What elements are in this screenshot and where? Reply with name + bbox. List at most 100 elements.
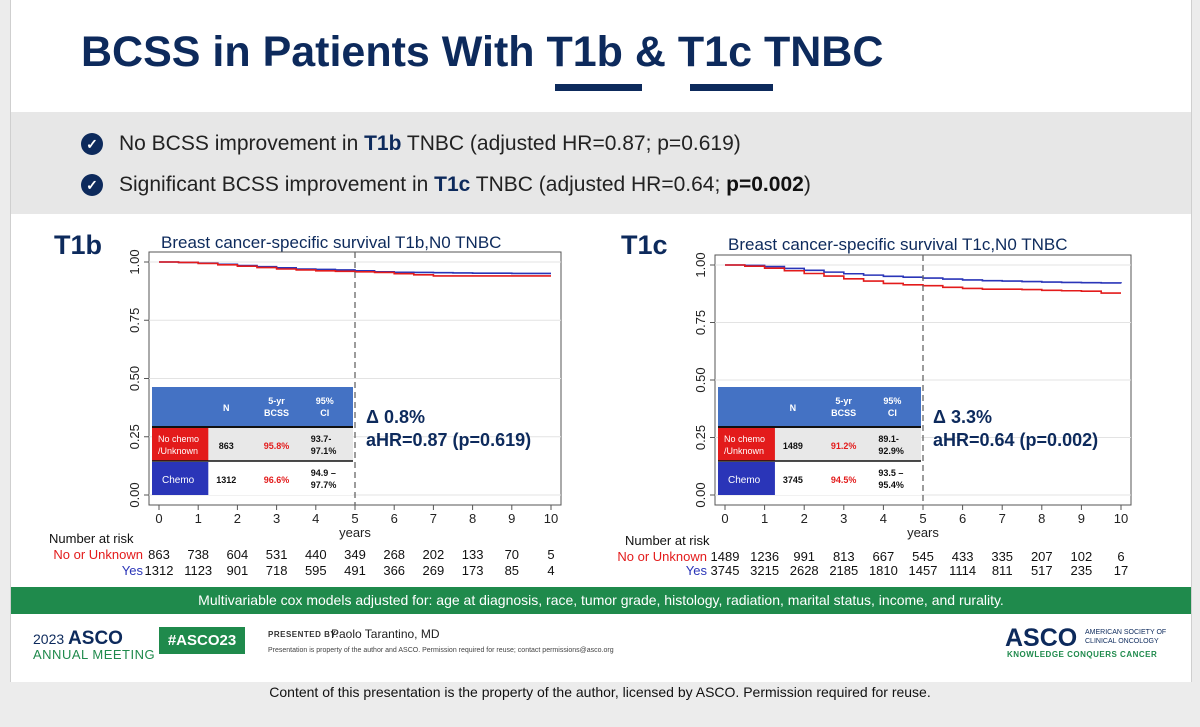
- x-tick-label: 1: [195, 511, 202, 526]
- table-row-label: /Unknown: [158, 446, 198, 456]
- asco-logo-subtitle: AMERICAN SOCIETY OF CLINICAL ONCOLOGY: [1085, 629, 1167, 645]
- risk-title: Number at risk: [49, 531, 134, 546]
- table-row-label-cell: [718, 462, 775, 495]
- table-cell-ci: 94.9 –: [311, 468, 336, 478]
- table-row-label-cell: [718, 428, 775, 461]
- risk-value: 1123: [184, 563, 212, 578]
- risk-value: 366: [383, 563, 405, 578]
- x-tick-label: 0: [155, 511, 162, 526]
- risk-value: 5: [547, 547, 554, 562]
- risk-value: 235: [1071, 563, 1093, 578]
- table-cell-n: 863: [219, 441, 234, 451]
- x-tick-label: 4: [312, 511, 319, 526]
- risk-value: 2628: [790, 563, 819, 578]
- bullet-list: ✓ No BCSS improvement in T1b TNBC (adjust…: [11, 112, 1191, 214]
- x-tick-label: 0: [721, 511, 728, 526]
- km-chart-t1b: 0.000.250.500.751.000 1 2 3 4 5 6 7 8 9 10yearsBre…: [49, 233, 562, 578]
- risk-row-label: No or Unknown: [617, 549, 707, 564]
- risk-value: 531: [266, 547, 288, 562]
- y-tick-label: 0.25: [127, 424, 142, 449]
- presented-by-label: PRESENTED BY:: [268, 630, 339, 639]
- risk-value: 813: [833, 549, 855, 564]
- risk-value: 517: [1031, 563, 1053, 578]
- asco-year: 2023: [33, 631, 65, 647]
- table-header-n: N: [223, 403, 230, 413]
- risk-value: 604: [227, 547, 249, 562]
- risk-value: 1114: [949, 563, 976, 578]
- y-tick-label: 0.75: [127, 308, 142, 333]
- hr-annotation: aHR=0.64 (p=0.002): [933, 430, 1098, 450]
- risk-value: 268: [383, 547, 405, 562]
- risk-value: 207: [1031, 549, 1053, 564]
- x-tick-label: 7: [999, 511, 1006, 526]
- risk-value: 1489: [711, 549, 740, 564]
- table-row-label: No chemo: [724, 434, 765, 444]
- x-tick-label: 5: [919, 511, 926, 526]
- footer-covariates-bar: Multivariable cox models adjusted for: a…: [11, 587, 1191, 614]
- risk-value: 3745: [711, 563, 740, 578]
- risk-value: 4: [547, 563, 554, 578]
- table-header-bg: [152, 387, 353, 427]
- hr-annotation: aHR=0.87 (p=0.619): [366, 430, 531, 450]
- table-header-bcss: BCSS: [831, 408, 856, 418]
- risk-value: 738: [187, 547, 209, 562]
- y-tick-label: 0.75: [693, 310, 708, 335]
- presenter-name: Paolo Tarantino, MD: [331, 627, 440, 641]
- bullet-text: TNBC (adjusted HR=0.87; p=0.619): [401, 132, 741, 155]
- risk-value: 3215: [750, 563, 779, 578]
- bullet-text: ): [803, 173, 811, 196]
- bullet-text: Significant BCSS improvement in: [119, 173, 435, 196]
- table-header-ci: CI: [888, 408, 897, 418]
- risk-value: 335: [991, 549, 1013, 564]
- table-row-label: No chemo: [158, 434, 199, 444]
- asco-name: ASCO: [68, 628, 123, 649]
- title-amp: &: [622, 28, 678, 76]
- y-tick-label: 0.00: [693, 482, 708, 507]
- asco-meeting-logo: 2023 ASCO: [33, 628, 123, 650]
- bullet-t1c: ✓ Significant BCSS improvement in T1c TNB…: [81, 173, 811, 197]
- table-row-label: Chemo: [728, 475, 761, 486]
- copyright-notice: Content of this presentation is the prop…: [269, 684, 931, 700]
- panel-label-t1b: T1b: [54, 230, 103, 260]
- risk-value: 1236: [750, 549, 779, 564]
- x-tick-label: 9: [1078, 511, 1085, 526]
- table-cell-bcss: 96.6%: [264, 475, 290, 485]
- x-tick-label: 2: [234, 511, 241, 526]
- x-axis-label: years: [339, 525, 371, 540]
- risk-value: 17: [1114, 563, 1128, 578]
- km-chart-t1c: 0.00 0.25 0.50 0.75 1.00 0 1 2 3 4 5 6 7 8 9 10 years Bre…: [617, 235, 1132, 578]
- x-tick-label: 8: [469, 511, 476, 526]
- x-tick-label: 7: [430, 511, 437, 526]
- risk-title: Number at risk: [625, 533, 710, 548]
- table-cell-ci: 92.9%: [878, 446, 904, 456]
- delta-annotation: Δ 0.8%: [366, 407, 425, 427]
- risk-value: 1810: [869, 563, 898, 578]
- table-row-label: /Unknown: [724, 446, 764, 456]
- table-header-ci: 95%: [316, 396, 334, 406]
- table-cell-ci: 97.1%: [311, 446, 337, 456]
- x-tick-label: 3: [840, 511, 847, 526]
- check-circle-icon: ✓: [81, 133, 103, 155]
- table-header-ci: CI: [320, 408, 329, 418]
- y-tick-label: 0.25: [693, 425, 708, 450]
- risk-value: 667: [873, 549, 895, 564]
- risk-value: 349: [344, 547, 366, 562]
- x-tick-label: 10: [1114, 511, 1128, 526]
- x-tick-label: 9: [508, 511, 515, 526]
- series-line-no-chemo--unknown: [725, 264, 1121, 294]
- y-tick-label: 1.00: [127, 249, 142, 274]
- risk-value: 269: [423, 563, 445, 578]
- title-prefix: BCSS in Patients With: [81, 28, 547, 76]
- table-cell-ci: 89.1-: [878, 434, 899, 444]
- x-tick-label: 5: [351, 511, 358, 526]
- risk-value: 202: [423, 547, 445, 562]
- risk-row-label: Yes: [122, 563, 144, 578]
- y-tick-label: 0.50: [693, 367, 708, 392]
- asco-annual-meeting: ANNUAL MEETING: [33, 647, 156, 662]
- x-tick-label: 8: [1038, 511, 1045, 526]
- chart-title: Breast cancer-specific survival T1c,N0 T…: [728, 235, 1067, 254]
- risk-value: 70: [505, 547, 519, 562]
- risk-value: 1312: [145, 563, 174, 578]
